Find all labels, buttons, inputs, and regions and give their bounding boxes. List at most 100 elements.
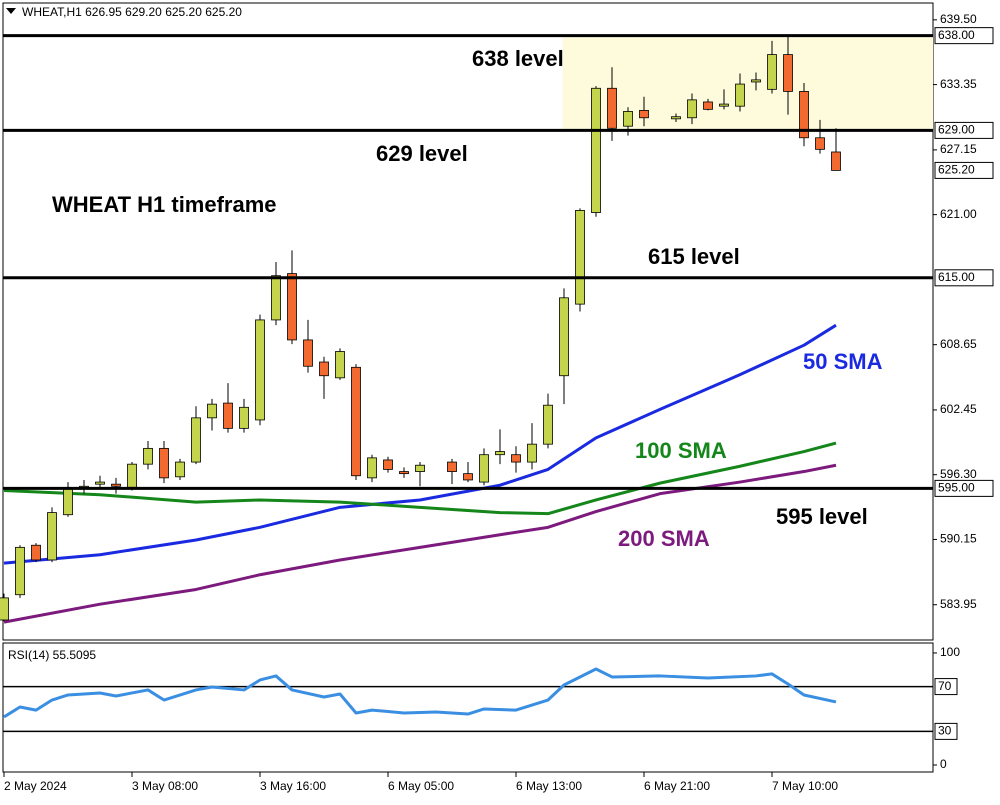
candle-body xyxy=(479,454,489,483)
candle-body xyxy=(447,461,457,472)
y-tick-label: 639.50 xyxy=(940,12,977,26)
level-box xyxy=(934,678,958,696)
y-tick-label: 621.00 xyxy=(940,207,977,221)
x-tick-label: 6 May 05:00 xyxy=(388,779,454,793)
candle-body xyxy=(703,101,713,110)
candle-body xyxy=(239,406,249,429)
candle-body xyxy=(271,275,281,321)
level-annotation: 629 level xyxy=(376,141,468,166)
candle-body xyxy=(671,116,681,120)
price-box-label: 625.20 xyxy=(938,163,975,177)
line-series xyxy=(3,441,837,516)
panel-frame xyxy=(2,2,934,641)
annotation: WHEAT H1 timeframe xyxy=(52,192,277,217)
candle-body xyxy=(47,512,57,561)
chart-title: RSI(14) 55.5095 xyxy=(8,648,96,662)
y-tick-label: 633.35 xyxy=(940,77,977,91)
panel-frame xyxy=(2,642,934,773)
candle-body xyxy=(111,483,121,487)
y-tick-label: 100 xyxy=(940,645,960,659)
candle-body xyxy=(735,83,745,107)
x-tick-label: 3 May 08:00 xyxy=(132,779,198,793)
y-tick-label: 596.30 xyxy=(940,467,977,481)
candle-body xyxy=(687,99,697,119)
candle-body xyxy=(415,464,425,472)
price-box xyxy=(934,479,994,497)
series-label: 100 SMA xyxy=(635,438,727,463)
level-annotation: 615 level xyxy=(648,244,740,269)
x-tick-label: 7 May 10:00 xyxy=(772,779,838,793)
candle-body xyxy=(31,544,41,561)
candle-body xyxy=(63,487,73,516)
price-box xyxy=(934,161,994,179)
candle-body xyxy=(543,404,553,445)
series-label: 200 SMA xyxy=(618,526,710,551)
candle-body xyxy=(559,297,569,377)
candle-body xyxy=(383,459,393,470)
y-tick-label: 602.45 xyxy=(940,402,977,416)
candle-body xyxy=(767,54,777,90)
candle-body xyxy=(223,402,233,429)
candle-body xyxy=(287,273,297,341)
candle-body xyxy=(399,471,409,475)
candle-body xyxy=(207,403,217,419)
candle-body xyxy=(191,417,201,463)
candle-body xyxy=(799,91,809,139)
candle-body xyxy=(95,481,105,485)
y-tick-label: 608.65 xyxy=(940,337,977,351)
price-box-label: 638.00 xyxy=(938,28,975,42)
line-series xyxy=(3,323,837,565)
y-tick-label: 0 xyxy=(940,757,947,771)
candle-body xyxy=(815,137,825,150)
candle-body xyxy=(623,111,633,127)
menu-triangle xyxy=(6,8,16,14)
line-series xyxy=(3,667,837,719)
candle-body xyxy=(143,447,153,465)
level-annotation: 638 level xyxy=(472,46,564,71)
candle-body xyxy=(175,461,185,478)
price-box xyxy=(934,121,994,139)
candle-body xyxy=(575,210,585,305)
x-tick-label: 2 May 2024 xyxy=(4,779,67,793)
candle-body xyxy=(319,361,329,377)
candle-body xyxy=(159,447,169,479)
candle-body xyxy=(463,473,473,481)
candle-body xyxy=(127,463,137,488)
candle-body xyxy=(751,79,761,83)
candle-body xyxy=(607,87,617,129)
price-box-label: 615.00 xyxy=(938,270,975,284)
price-box xyxy=(934,269,994,287)
price-box-label: 629.00 xyxy=(938,123,975,137)
level-box xyxy=(934,722,958,740)
chart-title: WHEAT,H1 626.95 629.20 625.20 625.20 xyxy=(22,5,242,19)
line-series xyxy=(3,463,837,624)
candle-body xyxy=(511,454,521,463)
candle-body xyxy=(591,87,601,213)
zone xyxy=(562,35,933,131)
y-tick-label: 627.15 xyxy=(940,142,977,156)
candle-body xyxy=(527,443,537,463)
candle-body xyxy=(719,103,729,107)
y-tick-label: 583.95 xyxy=(940,597,977,611)
candle-body xyxy=(351,366,361,477)
candle-body xyxy=(639,109,649,119)
candle-body xyxy=(367,457,377,479)
x-tick-label: 6 May 21:00 xyxy=(644,779,710,793)
price-box xyxy=(934,27,994,45)
candle-body xyxy=(0,597,9,621)
x-tick-label: 3 May 16:00 xyxy=(260,779,326,793)
candle-body xyxy=(831,151,841,171)
price-box-label: 595.00 xyxy=(938,481,975,495)
candle-body xyxy=(495,451,505,456)
level-label: 30 xyxy=(938,724,952,738)
level-label: 70 xyxy=(938,679,952,693)
candle-body xyxy=(15,546,25,596)
level-annotation: 595 level xyxy=(776,504,868,529)
y-tick-label: 590.15 xyxy=(940,532,977,546)
x-tick-label: 6 May 13:00 xyxy=(516,779,582,793)
series-label: 50 SMA xyxy=(803,349,883,374)
candle-body xyxy=(255,319,265,421)
candle-body xyxy=(335,351,345,379)
